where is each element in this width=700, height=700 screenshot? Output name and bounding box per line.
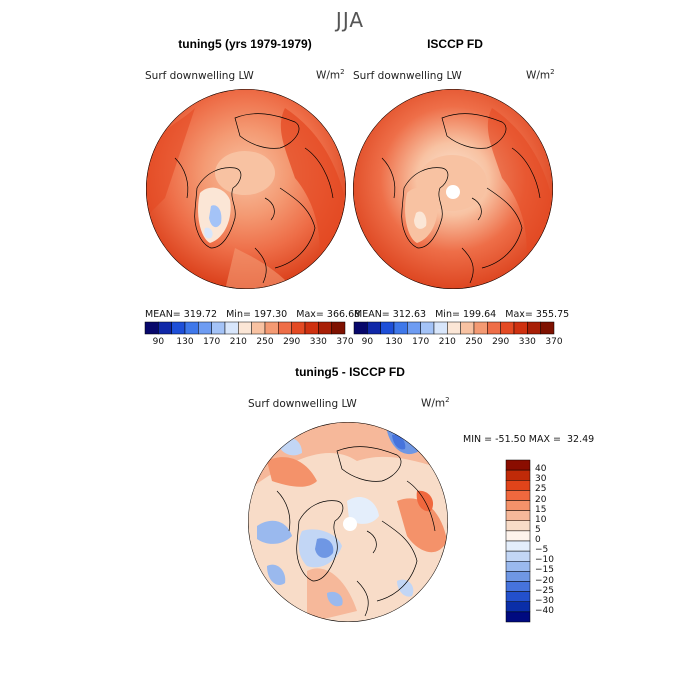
colorbar-swatch xyxy=(513,321,528,335)
colorbar-swatch xyxy=(251,321,266,335)
colorbar-tick-label: 40 xyxy=(535,464,547,475)
colorbar-tick-label: 90 xyxy=(152,337,165,347)
colorbar-tick-label: −20 xyxy=(535,575,554,586)
panel-3-colorbar-labels: 40 30 25 20 15 10 5 0 −5 −10 −15 −20 −25 −30 −40 xyxy=(535,460,585,622)
colorbar-swatch xyxy=(264,321,279,335)
panel-2-units: W/m2 xyxy=(526,68,555,82)
panel-1-colorbar xyxy=(144,321,346,335)
colorbar-swatch xyxy=(500,321,515,335)
panel-1-stats: MEAN= 319.72 Min= 197.30 Max= 366.68 xyxy=(145,309,361,320)
colorbar-tick-label: 90 xyxy=(361,337,374,347)
colorbar-swatch xyxy=(278,321,292,335)
colorbar-swatch xyxy=(505,459,531,471)
colorbar-tick-label: 210 xyxy=(229,337,247,347)
colorbar-tick-label: 10 xyxy=(535,514,547,525)
colorbar-swatch xyxy=(291,321,306,335)
panel-1-colorbar-labels: 90 130 170 210 250 290 330 370 xyxy=(145,337,354,349)
panel-3-colorbar xyxy=(505,459,531,623)
colorbar-swatch xyxy=(198,321,212,335)
colorbar-tick-label: 130 xyxy=(385,337,403,347)
colorbar-swatch xyxy=(505,510,531,521)
colorbar-swatch xyxy=(505,520,531,532)
colorbar-tick-label: 290 xyxy=(283,337,301,347)
colorbar-tick-label: 210 xyxy=(438,337,456,347)
colorbar-tick-label: 370 xyxy=(545,337,563,347)
colorbar-tick-label: −10 xyxy=(535,555,554,566)
colorbar-tick-label: −30 xyxy=(535,595,554,606)
colorbar-swatch xyxy=(505,571,531,582)
colorbar-tick-label: 15 xyxy=(535,504,547,515)
colorbar-swatch xyxy=(505,611,531,623)
colorbar-swatch xyxy=(420,321,435,335)
colorbar-tick-label: −5 xyxy=(535,545,549,556)
colorbar-swatch xyxy=(158,321,172,335)
colorbar-swatch xyxy=(304,321,319,335)
colorbar-tick-label: 250 xyxy=(256,337,274,347)
panel-2-polar-map xyxy=(353,89,553,289)
colorbar-swatch xyxy=(211,321,226,335)
colorbar-swatch xyxy=(505,490,531,501)
colorbar-tick-label: 170 xyxy=(412,337,430,347)
colorbar-swatch xyxy=(460,321,475,335)
panel-2-colorbar xyxy=(353,321,555,335)
colorbar-tick-label: 130 xyxy=(176,337,194,347)
colorbar-swatch xyxy=(505,540,531,552)
panel-3-polar-map xyxy=(248,422,448,622)
colorbar-swatch xyxy=(505,480,531,491)
colorbar-tick-label: −40 xyxy=(535,605,554,616)
colorbar-swatch xyxy=(184,321,199,335)
panel-1-units: W/m2 xyxy=(316,68,345,82)
colorbar-swatch xyxy=(505,550,531,562)
colorbar-swatch xyxy=(505,591,531,602)
colorbar-tick-label: 250 xyxy=(465,337,483,347)
colorbar-swatch xyxy=(367,321,381,335)
panel-1-variable-label: Surf downwelling LW xyxy=(145,70,254,82)
colorbar-swatch xyxy=(505,601,531,613)
colorbar-tick-label: 30 xyxy=(535,474,547,485)
panel-2-title: ISCCP FD xyxy=(427,37,483,51)
colorbar-swatch xyxy=(473,321,488,335)
colorbar-tick-label: −15 xyxy=(535,565,554,576)
colorbar-swatch xyxy=(505,561,531,572)
colorbar-tick-label: 0 xyxy=(535,535,541,545)
colorbar-tick-label: 330 xyxy=(518,337,536,347)
colorbar-swatch xyxy=(505,469,531,481)
panel-2-colorbar-labels: 90 130 170 210 250 290 330 370 xyxy=(354,337,563,349)
colorbar-swatch xyxy=(380,321,395,335)
colorbar-tick-label: 290 xyxy=(492,337,510,347)
colorbar-tick-label: 20 xyxy=(535,494,547,505)
colorbar-swatch xyxy=(505,530,531,542)
colorbar-swatch xyxy=(393,321,408,335)
colorbar-tick-label: −25 xyxy=(535,585,554,596)
colorbar-swatch xyxy=(318,321,332,335)
colorbar-swatch xyxy=(505,500,531,511)
colorbar-swatch xyxy=(487,321,501,335)
colorbar-swatch xyxy=(527,321,541,335)
colorbar-tick-label: 5 xyxy=(535,524,541,535)
colorbar-swatch xyxy=(144,321,159,335)
colorbar-swatch xyxy=(505,581,531,592)
panel-3-units: W/m2 xyxy=(421,396,450,410)
panel-1-title: tuning5 (yrs 1979-1979) xyxy=(178,37,312,51)
colorbar-tick-label: 330 xyxy=(309,337,327,347)
colorbar-swatch xyxy=(238,321,252,335)
colorbar-swatch xyxy=(353,321,368,335)
panel-2-stats: MEAN= 312.63 Min= 199.64 Max= 355.75 xyxy=(354,309,570,320)
panel-3-variable-label: Surf downwelling LW xyxy=(248,398,357,410)
colorbar-tick-label: 370 xyxy=(336,337,354,347)
panel-2-variable-label: Surf downwelling LW xyxy=(353,70,462,82)
colorbar-swatch xyxy=(331,321,346,335)
colorbar-swatch xyxy=(540,321,555,335)
panel-3-stats: MIN = -51.50 MAX = 32.49 xyxy=(463,434,595,445)
colorbar-swatch xyxy=(447,321,461,335)
colorbar-tick-label: 25 xyxy=(535,484,547,495)
panel-3-title: tuning5 - ISCCP FD xyxy=(295,365,405,379)
colorbar-tick-label: 170 xyxy=(203,337,221,347)
colorbar-swatch xyxy=(433,321,448,335)
colorbar-swatch xyxy=(224,321,239,335)
colorbar-swatch xyxy=(407,321,421,335)
season-title: JJA xyxy=(335,8,365,32)
panel-1-polar-map xyxy=(146,89,346,289)
colorbar-swatch xyxy=(171,321,186,335)
